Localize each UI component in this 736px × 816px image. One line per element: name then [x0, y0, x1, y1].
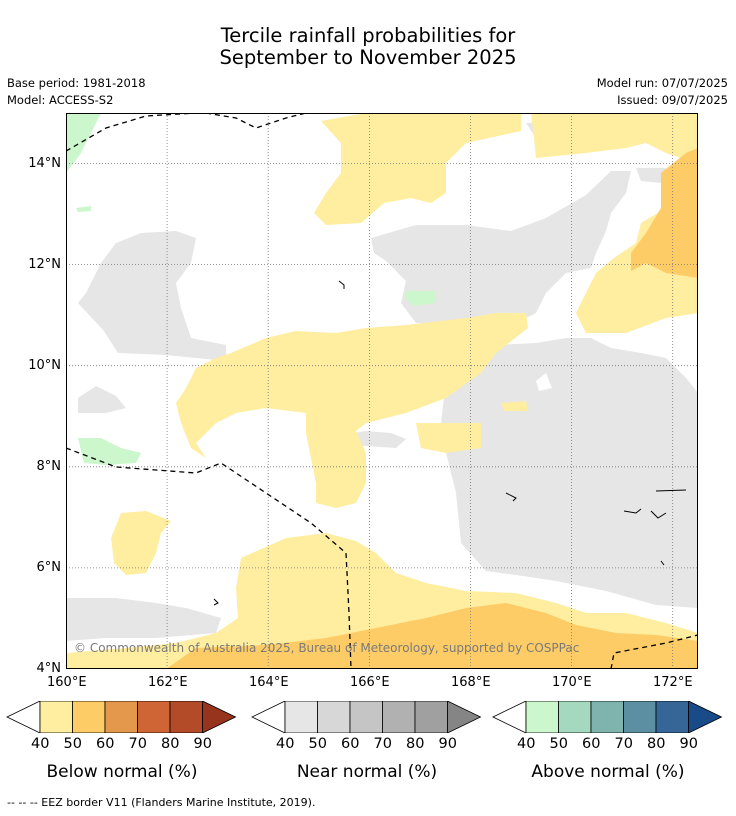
legend-near-swatch [414, 701, 448, 733]
island-outlines [213, 280, 687, 606]
eez-borders [66, 113, 698, 669]
lat-label: 10°N [28, 358, 61, 373]
model-run: Model run: 07/07/2025 [596, 76, 728, 90]
legend-below-tick: 40 [31, 736, 50, 752]
legend-near-tick: 60 [341, 736, 360, 752]
lon-label: 170°E [552, 675, 592, 690]
lat-label: 8°N [36, 459, 62, 474]
lon-label: 160°E [47, 675, 87, 690]
legend-below-swatch [104, 701, 138, 733]
legend-below-low-arrow [6, 701, 41, 733]
copyright-notice: © Commonwealth of Australia 2025, Bureau… [74, 641, 580, 655]
below-normal-50-60-regions [166, 148, 698, 669]
lon-label: 168°E [451, 675, 491, 690]
legend-above-tick: 40 [517, 736, 536, 752]
legend-below-tick: 80 [161, 736, 180, 752]
legend-below-high-arrow [202, 701, 237, 733]
map-canvas [66, 113, 698, 669]
legend-near-swatch [317, 701, 351, 733]
legend-near-swatch [284, 701, 318, 733]
legend-caption-above: Above normal (%) [531, 762, 685, 782]
lon-label: 164°E [249, 675, 289, 690]
chart-title-line1: Tercile rainfall probabilities for [220, 24, 516, 47]
legend-near-tick: 70 [373, 736, 392, 752]
model-name: Model: ACCESS-S2 [7, 93, 114, 107]
legend-above-swatch [558, 701, 592, 733]
legend-below-tick: 70 [128, 736, 147, 752]
legend-below-tick: 90 [193, 736, 212, 752]
legend-near-tick: 40 [276, 736, 295, 752]
legend-above-swatch [655, 701, 689, 733]
legend-below-swatch [137, 701, 171, 733]
legend-above-tick: 50 [549, 736, 568, 752]
legend-above-low-arrow [492, 701, 527, 733]
lon-label: 162°E [148, 675, 188, 690]
legend-below-swatch [39, 701, 73, 733]
legend-above-tick: 70 [614, 736, 633, 752]
legend-above-tick: 60 [582, 736, 601, 752]
eez-footnote: -- -- -- EEZ border V11 (Flanders Marine… [7, 796, 316, 809]
issued-date: Issued: 09/07/2025 [617, 93, 728, 107]
legend-near-tick: 50 [308, 736, 327, 752]
legend-colorbars [6, 701, 723, 733]
lat-label: 14°N [28, 156, 61, 171]
legend-above-tick: 90 [679, 736, 698, 752]
legend-below-tick: 60 [96, 736, 115, 752]
legend-caption-below: Below normal (%) [46, 762, 198, 782]
legend-below-tick: 50 [63, 736, 82, 752]
lon-label: 172°E [653, 675, 693, 690]
legend-above-swatch [590, 701, 624, 733]
legend-above-swatch [623, 701, 657, 733]
legend-below-swatch [72, 701, 106, 733]
legend-near-tick: 90 [438, 736, 457, 752]
legend-near-low-arrow [251, 701, 286, 733]
legend-above-swatch [525, 701, 559, 733]
legend-near-tick: 80 [406, 736, 425, 752]
gridlines [66, 113, 698, 669]
lat-label: 6°N [36, 560, 62, 575]
legend-near-swatch [382, 701, 416, 733]
legend-near-swatch [349, 701, 383, 733]
legend-below-swatch [169, 701, 203, 733]
legend-caption-near: Near normal (%) [296, 762, 438, 782]
chart-title-line2: September to November 2025 [219, 46, 517, 69]
legend-near-high-arrow [447, 701, 482, 733]
base-period: Base period: 1981-2018 [7, 76, 146, 90]
legend-above-tick: 80 [647, 736, 666, 752]
lat-label: 4°N [36, 661, 62, 676]
lon-label: 166°E [350, 675, 390, 690]
probability-map [66, 113, 698, 669]
lat-label: 12°N [28, 257, 61, 272]
legend-above-high-arrow [688, 701, 723, 733]
